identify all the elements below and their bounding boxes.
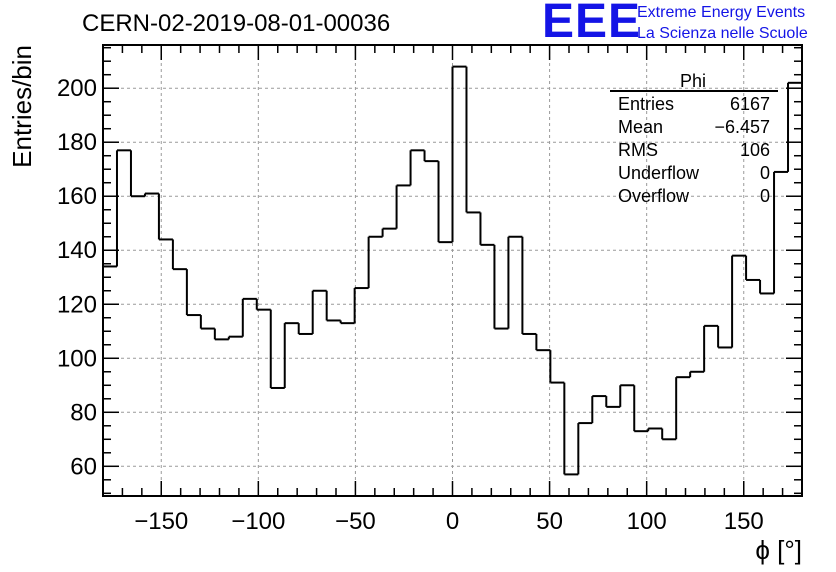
y-tick-label: 80 bbox=[70, 399, 97, 426]
y-tick-label: 200 bbox=[57, 75, 97, 102]
stats-row-label: RMS bbox=[618, 140, 658, 160]
stats-title: Phi bbox=[680, 71, 706, 91]
y-tick-label: 160 bbox=[57, 183, 97, 210]
x-tick-label: −50 bbox=[335, 508, 376, 535]
y-axis-title: Entries/bin bbox=[7, 45, 37, 168]
stats-row-label: Overflow bbox=[618, 186, 690, 206]
grid-layer bbox=[103, 45, 802, 496]
run-title: CERN-02-2019-08-01-00036 bbox=[82, 10, 391, 37]
stats-box: Phi Entries 6167 Mean −6.457 RMS 106 Underflow… bbox=[610, 71, 778, 206]
logo-subtitle-1: Extreme Energy Events bbox=[637, 4, 806, 21]
stats-row-value: 6167 bbox=[730, 94, 770, 114]
x-tick-label: −150 bbox=[134, 508, 188, 535]
x-tick-label: 0 bbox=[446, 508, 459, 535]
stats-row-label: Mean bbox=[618, 117, 663, 137]
x-axis-title: ϕ [°] bbox=[755, 535, 802, 565]
y-tick-label: 180 bbox=[57, 129, 97, 156]
stats-row-label: Underflow bbox=[618, 163, 700, 183]
stats-row-value: −6.457 bbox=[714, 117, 770, 137]
logo-subtitle-2: La Scienza nelle Scuole bbox=[637, 25, 808, 42]
x-tick-label: −100 bbox=[231, 508, 285, 535]
tick-layer bbox=[102, 45, 803, 496]
y-tick-label: 60 bbox=[70, 453, 97, 480]
y-tick-label: 140 bbox=[57, 237, 97, 264]
tick-label-layer: −150 −100 −50 0 50 100 150 60 80 100 120 140 160 180 2… bbox=[57, 75, 764, 535]
stats-row-value: 0 bbox=[760, 186, 770, 206]
stats-row-value: 0 bbox=[760, 163, 770, 183]
y-tick-label: 100 bbox=[57, 345, 97, 372]
stats-row-label: Entries bbox=[618, 94, 674, 114]
eee-logo: EEE bbox=[542, 0, 642, 48]
stats-row-value: 106 bbox=[740, 140, 770, 160]
x-tick-label: 50 bbox=[536, 508, 563, 535]
x-tick-label: 150 bbox=[724, 508, 764, 535]
y-tick-label: 120 bbox=[57, 291, 97, 318]
histogram-layer bbox=[102, 65, 803, 496]
x-tick-label: 100 bbox=[627, 508, 667, 535]
